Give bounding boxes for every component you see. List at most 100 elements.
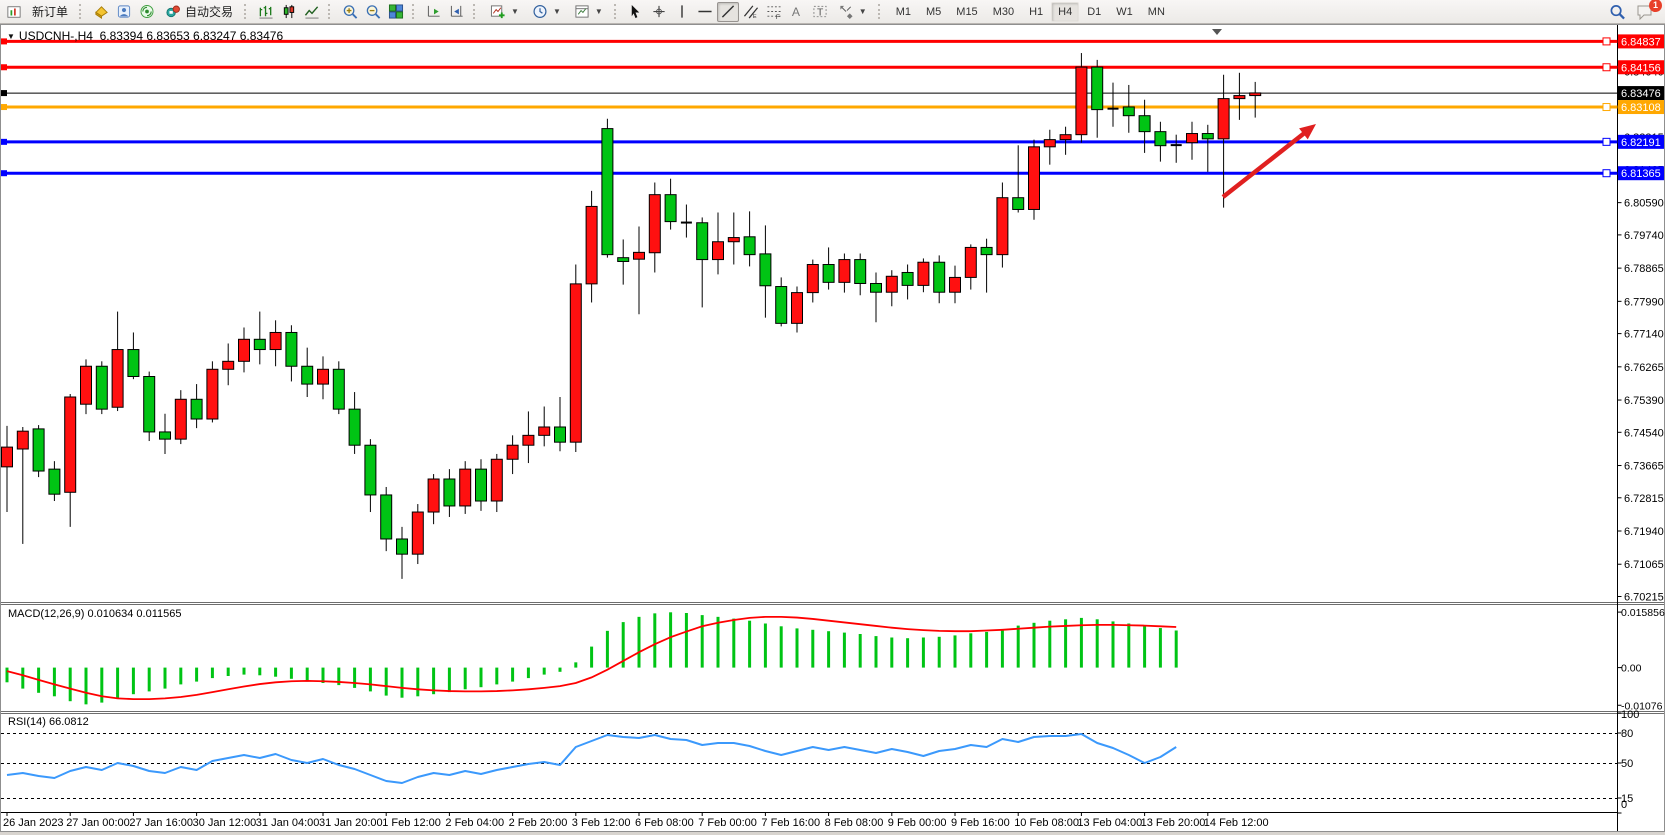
time-tick-label: 7 Feb 00:00 <box>698 817 757 829</box>
tab-timeframe-m5[interactable]: M5 <box>926 5 942 18</box>
level-line-left-handle[interactable] <box>1 38 7 45</box>
tab-timeframe-mn[interactable]: MN <box>1147 5 1165 18</box>
macd-scale-label: 0.015856 <box>1621 607 1665 619</box>
tab-timeframe-h1[interactable]: H1 <box>1029 5 1044 18</box>
candle-body-bear <box>253 338 266 351</box>
candle-body-bull <box>490 458 503 502</box>
level-line-left-handle[interactable] <box>1 170 7 177</box>
level-line-left-handle[interactable] <box>1 64 7 71</box>
candle-body-bear <box>443 478 456 507</box>
candle-body-bull <box>1186 133 1198 144</box>
notifications-chat-icon[interactable]: 1 <box>1634 0 1662 22</box>
candle-body-bull <box>111 349 124 408</box>
candle-body-bear <box>554 426 566 443</box>
equidistant-channel-icon[interactable]: E <box>740 2 762 22</box>
candle-body-bull <box>80 365 92 405</box>
candle-body-bull <box>585 205 598 285</box>
candlestick-chart-icon[interactable] <box>278 2 300 22</box>
candle-body-bear <box>933 261 946 293</box>
candle-body-bear <box>759 253 772 287</box>
plot-area[interactable] <box>1 28 1616 602</box>
candle-body-bear <box>664 194 677 223</box>
chart-title: ▼ USDCNH-,H4 6.83394 6.83653 6.83247 6.83… <box>7 29 283 43</box>
candle-body-bull <box>949 276 961 293</box>
candle-body-bull <box>633 251 645 260</box>
trendline-icon[interactable] <box>716 1 739 22</box>
level-line-left-handle[interactable] <box>1 90 7 97</box>
search-icon[interactable] <box>1606 2 1628 22</box>
candle-body-bull <box>1059 134 1072 141</box>
toolbar-group-handle <box>613 4 620 19</box>
price-tag-label: 6.81365 <box>1621 168 1661 180</box>
price-tick-label: 6.72815 <box>1624 493 1664 505</box>
cursor-icon[interactable] <box>625 2 647 22</box>
shapes-button[interactable]: ▼ <box>832 2 873 22</box>
time-tick-label: 3 Feb 12:00 <box>572 817 631 829</box>
rsi-scale-label: 0 <box>1621 799 1627 811</box>
auto-scroll-icon[interactable] <box>423 2 445 22</box>
add-indicator-button[interactable]: ▼ <box>484 2 525 22</box>
level-line-handle[interactable] <box>1602 137 1611 146</box>
time-tick-label: 31 Jan 04:00 <box>256 817 320 829</box>
tab-timeframe-m30[interactable]: M30 <box>992 5 1015 18</box>
candle-body-bear <box>32 428 45 472</box>
level-line-handle[interactable] <box>1602 37 1611 46</box>
chart-shift-icon[interactable] <box>446 2 468 22</box>
candle-body-bear <box>696 222 709 261</box>
candle-body-bull <box>1043 139 1056 148</box>
crosshair-icon[interactable] <box>648 2 670 22</box>
template-button[interactable]: ▼ <box>568 2 609 22</box>
line-chart-icon[interactable] <box>301 2 323 22</box>
time-tick-label: 13 Feb 04:00 <box>1077 817 1142 829</box>
autotrade-button[interactable]: 自动交易 <box>159 2 239 22</box>
chart-shift-marker-icon[interactable] <box>1212 29 1222 35</box>
tab-timeframe-h4[interactable]: H4 <box>1051 1 1080 22</box>
dropdown-caret-icon: ▼ <box>552 7 561 16</box>
level-line-handle[interactable] <box>1602 63 1611 72</box>
window-bottom-strip <box>0 832 1665 835</box>
candle-body-bear <box>617 257 630 262</box>
candle-body-bear <box>743 236 756 256</box>
zoom-out-icon[interactable] <box>362 2 384 22</box>
tab-timeframe-m1[interactable]: M1 <box>895 5 911 18</box>
candle-body-bear <box>1122 106 1135 117</box>
tab-timeframe-m15[interactable]: M15 <box>956 5 978 18</box>
level-line-left-handle[interactable] <box>1 138 7 145</box>
bar-chart-icon[interactable] <box>255 2 277 22</box>
candle-body-bull <box>1217 98 1230 140</box>
trend-arrow-shaft[interactable] <box>1221 129 1308 199</box>
text-label-icon[interactable]: T <box>809 2 831 22</box>
price-tick-label: 6.74540 <box>1624 427 1664 439</box>
signal-icon[interactable] <box>136 2 158 22</box>
level-line-handle[interactable] <box>1602 169 1611 178</box>
level-line-left-handle[interactable] <box>1 104 7 111</box>
candle-body-bear <box>332 368 345 410</box>
add-indicator-icon <box>491 5 505 19</box>
fibonacci-icon[interactable]: F <box>763 2 785 22</box>
level-line-handle[interactable] <box>1602 103 1611 112</box>
period-button[interactable]: ▼ <box>526 2 567 22</box>
profile-icon[interactable] <box>113 2 135 22</box>
price-tick-label: 6.70215 <box>1624 591 1664 603</box>
trend-arrow-head[interactable] <box>1299 124 1316 140</box>
vertical-line-icon[interactable] <box>671 2 693 22</box>
gold-icon[interactable] <box>90 2 112 22</box>
candle-body-bear <box>380 494 393 540</box>
candle-body-bear <box>285 331 298 367</box>
price-tag-label: 6.83108 <box>1621 102 1661 114</box>
rsi-scale-label: 15 <box>1621 793 1633 805</box>
horizontal-line-icon[interactable] <box>694 2 716 22</box>
tab-timeframe-w1[interactable]: W1 <box>1116 5 1133 18</box>
candle-body-bull <box>174 398 187 440</box>
current-price-tag <box>1618 86 1664 101</box>
zoom-in-icon[interactable] <box>339 2 361 22</box>
time-tick-label: 2 Feb 04:00 <box>445 817 504 829</box>
text-icon[interactable]: A <box>786 2 808 22</box>
tile-windows-icon[interactable] <box>385 2 407 22</box>
symbol-dropdown-icon[interactable]: ▼ <box>7 32 15 41</box>
time-tick-label: 2 Feb 20:00 <box>509 817 568 829</box>
new-order-button[interactable]: 新订单 <box>26 2 74 22</box>
tab-timeframe-d1[interactable]: D1 <box>1087 5 1102 18</box>
